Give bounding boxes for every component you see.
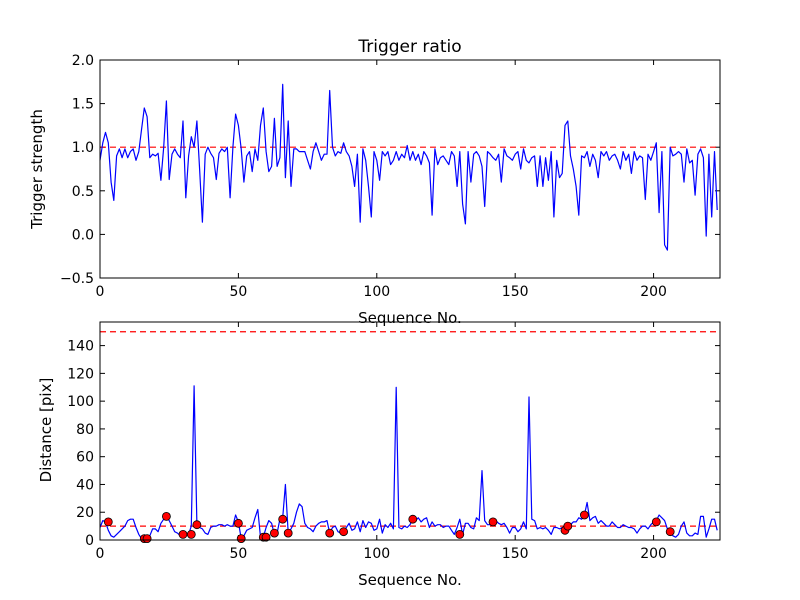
marker-point — [261, 532, 271, 542]
x-axis-label: Sequence No. — [358, 571, 462, 589]
marker-point — [233, 518, 243, 528]
x-tick-label: 100 — [363, 546, 390, 562]
x-tick-label: 150 — [502, 284, 529, 300]
marker-point — [178, 530, 188, 539]
y-tick-label: 0.0 — [72, 227, 94, 243]
y-tick-label: 1.0 — [72, 140, 94, 156]
marker-point — [339, 527, 349, 537]
y-tick-label: 40 — [76, 477, 94, 493]
marker-point — [325, 528, 335, 538]
plot-frame — [99, 59, 721, 279]
series-line — [99, 385, 718, 540]
y-tick-label: 100 — [67, 394, 94, 410]
marker-point — [563, 521, 573, 531]
marker-point — [269, 528, 279, 538]
marker-point — [142, 534, 152, 543]
x-tick-label: 150 — [502, 546, 529, 562]
y-tick-label: 20 — [76, 505, 94, 521]
x-tick-label: 200 — [640, 284, 667, 300]
x-tick-label: 50 — [229, 546, 247, 562]
chart-title: Trigger ratio — [357, 37, 461, 57]
tick-marks: 0 50 100 150 200 0 20 40 60 80 100 120 140 — [67, 322, 720, 562]
marker-point — [651, 517, 661, 527]
y-tick-label: 140 — [67, 339, 94, 355]
marker-points — [103, 510, 675, 543]
marker-point — [186, 530, 196, 539]
marker-point — [236, 534, 246, 543]
y-axis-label: Distance [pix] — [37, 378, 55, 483]
marker-point — [192, 520, 202, 530]
marker-point — [278, 514, 288, 524]
marker-point — [455, 530, 465, 539]
series-line — [99, 83, 718, 251]
x-tick-label: 0 — [96, 284, 105, 300]
y-tick-label: 0.5 — [72, 184, 94, 200]
distance-chart: Sequence No. Distance [pix] 0 50 100 150 200… — [37, 321, 721, 589]
y-tick-label: 120 — [67, 366, 94, 382]
y-tick-label: −0.5 — [60, 271, 94, 287]
threshold-lines — [100, 331, 720, 527]
trigger-ratio-chart: Trigger ratio Sequence No. Trigger stren… — [28, 37, 721, 327]
marker-point — [103, 517, 113, 527]
marker-point — [283, 528, 293, 538]
marker-point — [488, 517, 498, 527]
x-tick-label: 0 — [96, 546, 105, 562]
x-tick-label: 50 — [229, 284, 247, 300]
y-axis-label: Trigger strength — [28, 109, 46, 230]
y-tick-label: 60 — [76, 450, 94, 466]
plot-frame — [99, 321, 721, 541]
x-axis-label: Sequence No. — [358, 309, 462, 327]
marker-point — [161, 512, 171, 521]
x-tick-label: 200 — [640, 546, 667, 562]
marker-point — [665, 527, 675, 537]
y-tick-label: 1.5 — [72, 97, 94, 113]
y-tick-label: 0 — [85, 533, 94, 549]
marker-point — [580, 510, 589, 520]
series-lines — [99, 83, 718, 251]
x-tick-label: 100 — [363, 284, 390, 300]
marker-point — [408, 514, 418, 524]
y-tick-label: 80 — [76, 422, 94, 438]
y-tick-label: 2.0 — [72, 53, 94, 69]
series-lines — [99, 385, 718, 540]
